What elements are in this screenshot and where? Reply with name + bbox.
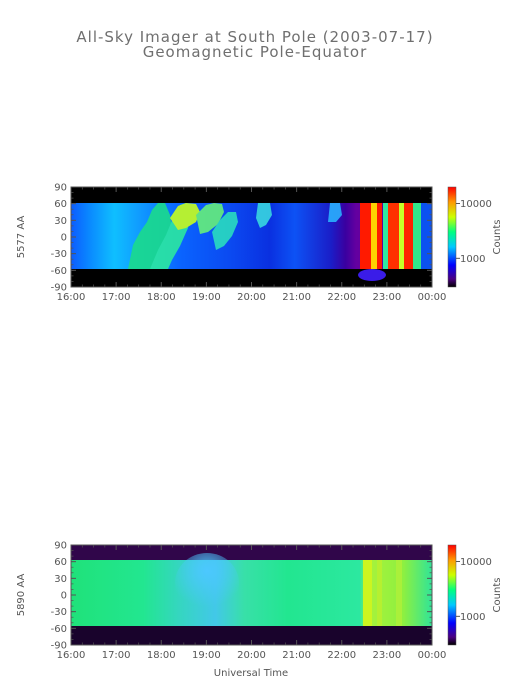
colorbar-5577 bbox=[447, 186, 457, 288]
y-tick-label: -60 bbox=[51, 266, 67, 277]
colorbar-tick-label: 10000 bbox=[460, 199, 492, 210]
x-tick-label: 16:00 bbox=[57, 650, 86, 661]
x-tick-label: 17:00 bbox=[102, 292, 131, 303]
panel-5890-blue-region bbox=[175, 553, 239, 613]
x-tick-label: 00:00 bbox=[418, 292, 447, 303]
intense-yellow-1 bbox=[371, 203, 377, 269]
x-tick-label: 22:00 bbox=[327, 650, 356, 661]
x-tick-label: 16:00 bbox=[57, 292, 86, 303]
colorbar-tick-label: 1000 bbox=[460, 612, 485, 623]
intense-lower-blob bbox=[358, 269, 386, 281]
panel-5577-intense bbox=[358, 203, 432, 281]
panel-5890-y-axis: 90 60 30 0 -30 -60 -90 bbox=[51, 541, 432, 652]
chart-subtitle: Geomagnetic Pole-Equator bbox=[143, 43, 368, 61]
panel-5890-yellow-band-1 bbox=[363, 560, 372, 626]
intense-green-2 bbox=[413, 203, 421, 269]
x-tick-label: 20:00 bbox=[237, 292, 266, 303]
intense-yellow-2 bbox=[399, 203, 405, 269]
x-tick-label: 00:00 bbox=[418, 650, 447, 661]
y-tick-label: -60 bbox=[51, 624, 67, 635]
colorbar-5890-ticks: 10000 1000 bbox=[456, 557, 492, 623]
colorbar-tick-label: 1000 bbox=[460, 254, 485, 265]
x-tick-label: 19:00 bbox=[192, 650, 221, 661]
x-axis-label: Universal Time bbox=[214, 668, 288, 679]
intense-red-3 bbox=[404, 203, 413, 269]
colorbar-5890 bbox=[447, 544, 457, 646]
colorbar-5577-ticks: 10000 1000 bbox=[456, 199, 492, 265]
panel-5577-ylabel: 5577 AA bbox=[16, 216, 27, 259]
colorbar-5577-label: Counts bbox=[492, 220, 503, 255]
y-tick-label: 0 bbox=[61, 233, 67, 244]
x-tick-label: 20:00 bbox=[237, 650, 266, 661]
panel-5577: 90 60 30 0 -30 -60 -90 16:00 17:00 18:00 19:00 20:… bbox=[16, 183, 503, 304]
panel-5890-ylabel: 5890 AA bbox=[16, 574, 27, 617]
y-tick-label: 0 bbox=[61, 591, 67, 602]
x-tick-label: 18:00 bbox=[147, 650, 176, 661]
colorbar-5890-label: Counts bbox=[492, 578, 503, 613]
panel-5890-yellow-band-3 bbox=[396, 560, 402, 626]
y-tick-label: 30 bbox=[54, 574, 67, 585]
y-tick-label: 60 bbox=[54, 199, 67, 210]
y-tick-label: 90 bbox=[54, 541, 67, 552]
x-tick-label: 17:00 bbox=[102, 650, 131, 661]
panel-5890: 90 60 30 0 -30 -60 -90 16:00 17:00 18:00 19:00 20:… bbox=[16, 541, 503, 662]
y-tick-label: -90 bbox=[51, 283, 67, 294]
y-tick-label: 30 bbox=[54, 216, 67, 227]
x-tick-label: 21:00 bbox=[282, 650, 311, 661]
x-tick-label: 19:00 bbox=[192, 292, 221, 303]
panel-5890-x-axis: 16:00 17:00 18:00 19:00 20:00 21:00 22:00 23:00… bbox=[57, 545, 447, 661]
y-tick-label: 90 bbox=[54, 183, 67, 194]
panel-5577-y-axis: 90 60 30 0 -30 -60 -90 bbox=[51, 183, 432, 294]
panel-5577-arcs bbox=[128, 203, 342, 269]
x-tick-label: 18:00 bbox=[147, 292, 176, 303]
x-tick-label: 23:00 bbox=[372, 292, 401, 303]
colorbar-tick-label: 10000 bbox=[460, 557, 492, 568]
panel-5890-yellow-band-2 bbox=[377, 560, 382, 626]
x-tick-label: 21:00 bbox=[282, 292, 311, 303]
y-tick-label: 60 bbox=[54, 557, 67, 568]
x-tick-label: 22:00 bbox=[327, 292, 356, 303]
y-tick-label: -30 bbox=[51, 249, 67, 260]
y-tick-label: -90 bbox=[51, 641, 67, 652]
y-tick-label: -30 bbox=[51, 607, 67, 618]
panel-5577-x-axis: 16:00 17:00 18:00 19:00 20:00 21:00 22:00 23:00… bbox=[57, 187, 447, 303]
intense-red-2 bbox=[388, 203, 399, 269]
x-tick-label: 23:00 bbox=[372, 650, 401, 661]
chart-title: All-Sky Imager at South Pole (2003-07-17… bbox=[76, 28, 433, 46]
intense-green-1 bbox=[383, 203, 388, 269]
intense-blue bbox=[421, 203, 432, 269]
